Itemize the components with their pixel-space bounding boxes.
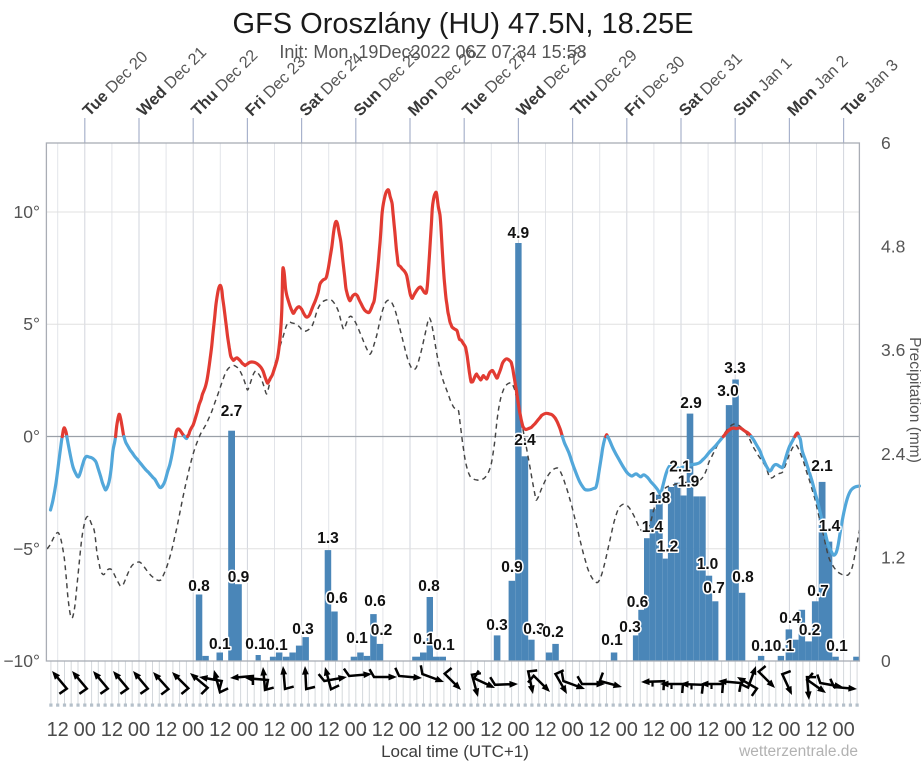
svg-text:0.3: 0.3 bbox=[523, 621, 545, 638]
svg-text:0.8: 0.8 bbox=[188, 578, 210, 595]
svg-text:12: 12 bbox=[372, 719, 394, 741]
svg-text:12: 12 bbox=[480, 719, 502, 741]
svg-text:00: 00 bbox=[832, 719, 854, 741]
svg-text:00: 00 bbox=[453, 719, 475, 741]
svg-text:12: 12 bbox=[534, 719, 556, 741]
svg-text:0.1: 0.1 bbox=[601, 632, 623, 649]
svg-text:1.9: 1.9 bbox=[678, 474, 700, 491]
svg-text:0.1: 0.1 bbox=[245, 636, 267, 653]
svg-text:12: 12 bbox=[263, 719, 285, 741]
svg-text:00: 00 bbox=[399, 719, 421, 741]
svg-text:12: 12 bbox=[209, 719, 231, 741]
svg-text:00: 00 bbox=[724, 719, 746, 741]
svg-text:1.2: 1.2 bbox=[657, 539, 679, 556]
svg-text:12: 12 bbox=[697, 719, 719, 741]
svg-text:5°: 5° bbox=[23, 314, 40, 334]
svg-text:2.4: 2.4 bbox=[514, 432, 536, 449]
svg-text:3.3: 3.3 bbox=[724, 360, 746, 377]
svg-text:2.4: 2.4 bbox=[881, 444, 906, 464]
svg-text:00: 00 bbox=[236, 719, 258, 741]
svg-text:2.9: 2.9 bbox=[680, 395, 702, 412]
svg-text:0.8: 0.8 bbox=[732, 569, 754, 586]
svg-text:10°: 10° bbox=[14, 202, 40, 222]
svg-text:Precipitation (mm): Precipitation (mm) bbox=[906, 337, 921, 463]
svg-text:2.1: 2.1 bbox=[669, 459, 691, 476]
svg-text:1.8: 1.8 bbox=[649, 490, 671, 507]
svg-text:00: 00 bbox=[128, 719, 150, 741]
svg-text:1.2: 1.2 bbox=[881, 547, 905, 567]
svg-text:00: 00 bbox=[778, 719, 800, 741]
svg-text:0.6: 0.6 bbox=[627, 594, 649, 611]
svg-text:0.1: 0.1 bbox=[209, 636, 231, 653]
svg-text:−5°: −5° bbox=[13, 539, 40, 559]
svg-text:12: 12 bbox=[318, 719, 340, 741]
svg-text:00: 00 bbox=[507, 719, 529, 741]
svg-text:0.1: 0.1 bbox=[773, 638, 795, 655]
svg-text:0.3: 0.3 bbox=[486, 617, 508, 634]
svg-text:−10°: −10° bbox=[3, 651, 40, 671]
svg-text:0.1: 0.1 bbox=[826, 638, 848, 655]
svg-text:0.1: 0.1 bbox=[346, 630, 368, 647]
svg-text:00: 00 bbox=[182, 719, 204, 741]
svg-text:0.1: 0.1 bbox=[266, 637, 288, 654]
svg-text:1.0: 1.0 bbox=[697, 556, 719, 573]
svg-text:0.3: 0.3 bbox=[619, 619, 641, 636]
svg-text:2.1: 2.1 bbox=[811, 458, 833, 475]
svg-text:3.0: 3.0 bbox=[717, 383, 739, 400]
svg-text:1.4: 1.4 bbox=[819, 518, 841, 535]
svg-text:0.6: 0.6 bbox=[364, 593, 386, 610]
svg-text:3.6: 3.6 bbox=[881, 340, 905, 360]
svg-text:0.7: 0.7 bbox=[703, 580, 725, 597]
svg-text:Local time (UTC+1): Local time (UTC+1) bbox=[381, 742, 529, 761]
svg-text:12: 12 bbox=[643, 719, 665, 741]
svg-text:12: 12 bbox=[589, 719, 611, 741]
svg-text:4.8: 4.8 bbox=[881, 237, 905, 257]
svg-text:00: 00 bbox=[290, 719, 312, 741]
svg-text:0.4: 0.4 bbox=[779, 610, 801, 627]
svg-text:12: 12 bbox=[47, 719, 69, 741]
svg-text:0.1: 0.1 bbox=[413, 631, 435, 648]
svg-text:GFS Oroszlány (HU) 47.5N, 18.2: GFS Oroszlány (HU) 47.5N, 18.25E bbox=[233, 8, 694, 40]
svg-text:0.2: 0.2 bbox=[542, 624, 564, 641]
svg-text:12: 12 bbox=[751, 719, 773, 741]
svg-text:0.8: 0.8 bbox=[418, 578, 440, 595]
svg-text:0.2: 0.2 bbox=[799, 622, 821, 639]
svg-text:Init: Mon, 19Dec2022 06Z 07:34: Init: Mon, 19Dec2022 06Z 07:34 15:53 bbox=[279, 42, 586, 62]
svg-text:12: 12 bbox=[426, 719, 448, 741]
svg-text:0.3: 0.3 bbox=[292, 621, 314, 638]
svg-text:00: 00 bbox=[616, 719, 638, 741]
svg-text:0.9: 0.9 bbox=[228, 569, 250, 586]
svg-text:0: 0 bbox=[881, 651, 891, 671]
svg-text:12: 12 bbox=[155, 719, 177, 741]
svg-text:00: 00 bbox=[561, 719, 583, 741]
svg-text:12: 12 bbox=[101, 719, 123, 741]
svg-text:0°: 0° bbox=[23, 427, 40, 447]
svg-text:0.7: 0.7 bbox=[807, 583, 829, 600]
svg-text:0.1: 0.1 bbox=[433, 637, 455, 654]
svg-text:1.3: 1.3 bbox=[317, 530, 339, 547]
svg-text:0.1: 0.1 bbox=[751, 638, 773, 655]
svg-text:12: 12 bbox=[805, 719, 827, 741]
svg-text:0.9: 0.9 bbox=[501, 559, 523, 576]
svg-text:wetterzentrale.de: wetterzentrale.de bbox=[738, 743, 858, 760]
svg-text:00: 00 bbox=[670, 719, 692, 741]
svg-text:2.7: 2.7 bbox=[221, 403, 243, 420]
svg-text:0.2: 0.2 bbox=[371, 622, 393, 639]
svg-text:4.9: 4.9 bbox=[508, 225, 530, 242]
svg-text:1.4: 1.4 bbox=[642, 519, 664, 536]
svg-text:00: 00 bbox=[74, 719, 96, 741]
svg-text:6: 6 bbox=[881, 133, 891, 153]
svg-text:0.6: 0.6 bbox=[326, 590, 348, 607]
svg-text:00: 00 bbox=[345, 719, 367, 741]
